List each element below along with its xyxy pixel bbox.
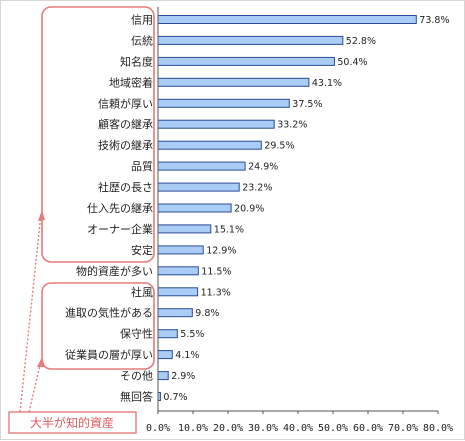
bar: [157, 56, 335, 66]
value-label: 29.5%: [264, 141, 294, 152]
x-tick-label: 0.0%: [146, 423, 170, 434]
callout-connector-top: [19, 213, 42, 413]
value-label: 2.9%: [171, 371, 195, 382]
value-label: 5.5%: [180, 329, 204, 340]
value-label: 11.3%: [201, 287, 231, 298]
x-tick-label: 50.0%: [318, 423, 348, 434]
bar: [157, 161, 246, 171]
value-label: 20.9%: [234, 204, 264, 215]
value-label: 0.7%: [163, 392, 187, 403]
value-label: 9.8%: [195, 308, 219, 319]
value-label: 43.1%: [312, 78, 342, 89]
callout-arrowhead-top: [38, 210, 45, 221]
category-label: 社歴の長さ: [98, 180, 153, 194]
category-label: その他: [120, 370, 153, 383]
category-labels-group: 信用伝統知名度地域密着信頼が厚い顧客の継承技術の継承品質社歴の長さ仕入先の継承オ…: [65, 14, 153, 404]
category-label: 物的資産が多い: [76, 264, 153, 278]
bar: [157, 224, 212, 234]
bar: [157, 371, 169, 381]
value-label: 4.1%: [175, 350, 199, 361]
x-tick-label: 80.0%: [423, 423, 453, 434]
category-label: 社風: [131, 285, 153, 299]
category-label: 地域密着: [109, 75, 153, 89]
bar: [157, 77, 310, 87]
value-label: 11.5%: [201, 266, 231, 277]
bar: [157, 287, 199, 297]
bar: [157, 266, 199, 276]
value-label: 37.5%: [292, 99, 322, 110]
value-label: 23.2%: [242, 183, 272, 194]
bar: [157, 308, 193, 318]
callout-bracket-top: [41, 6, 155, 263]
bar: [157, 35, 344, 45]
value-label: 52.8%: [346, 36, 376, 47]
value-label: 33.2%: [277, 120, 307, 131]
x-tick-label: 10.0%: [178, 423, 208, 434]
category-label: 信用: [131, 14, 153, 27]
category-label: 知名度: [120, 54, 153, 68]
callout-bracket-bottom: [41, 282, 155, 370]
bar: [157, 245, 204, 255]
category-label: 進取の気性がある: [65, 306, 153, 320]
bar: [157, 329, 178, 339]
callout-arrowhead-bottom: [37, 357, 45, 367]
category-label: 顧客の継承: [98, 117, 153, 131]
category-label: 品質: [131, 159, 153, 173]
value-label: 24.9%: [248, 162, 278, 173]
category-label: 伝統: [131, 33, 153, 47]
bars-group: [157, 15, 417, 401]
bar: [157, 98, 290, 108]
bar: [157, 350, 173, 360]
category-label: 従業員の層が厚い: [65, 348, 153, 362]
x-axis: 0.0% 10.0% 20.0% 30.0% 40.0% 50.0% 60.0% 70.0% 8…: [146, 7, 453, 434]
category-label: 仕入先の継承: [87, 201, 153, 215]
x-tick-label: 20.0%: [213, 423, 243, 434]
x-tick-label: 30.0%: [248, 423, 278, 434]
value-label: 73.8%: [419, 15, 449, 26]
bar: [157, 203, 232, 213]
category-label: 無回答: [120, 390, 153, 404]
bar: [157, 119, 275, 129]
bar: [157, 140, 262, 150]
category-label: 技術の継承: [98, 138, 153, 152]
value-labels-group: 73.8% 52.8% 50.4% 43.1% 37.5% 33.2% 29.5% 24.9%…: [163, 15, 449, 403]
category-label: オーナー企業: [87, 222, 153, 236]
callout-text: 大半が知的資産: [30, 415, 114, 430]
x-tick-label: 60.0%: [353, 423, 383, 434]
value-label: 50.4%: [337, 57, 367, 68]
value-label: 12.9%: [206, 245, 236, 256]
x-tick-label: 70.0%: [388, 423, 418, 434]
value-label: 15.1%: [214, 224, 244, 235]
category-label: 安定: [131, 243, 153, 257]
x-tick-label: 40.0%: [283, 423, 313, 434]
bar: [157, 182, 240, 192]
bar: [157, 15, 417, 24]
category-label: 保守性: [120, 327, 153, 341]
category-label: 信頼が厚い: [98, 96, 153, 110]
callout-box: [8, 411, 137, 434]
callout-group: 大半が知的資産: [8, 6, 155, 434]
callout-connector-bottom: [28, 360, 42, 413]
